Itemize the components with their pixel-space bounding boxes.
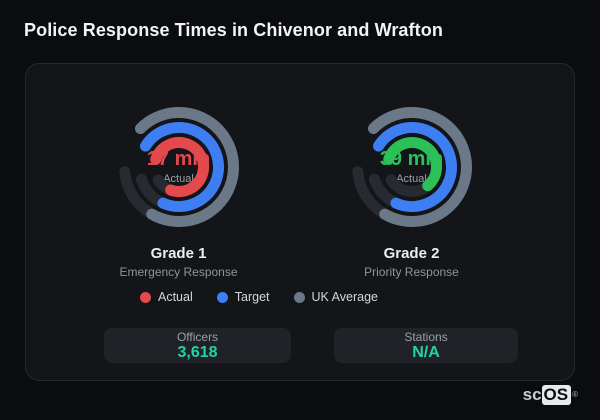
legend-dot-uk-average (293, 291, 305, 303)
legend-dot-target (216, 291, 228, 303)
gauge-value-label: Actual (163, 173, 194, 185)
stat-box-officers: Officers 3,618 (104, 328, 291, 363)
gauge-title: Grade 1 (150, 245, 207, 262)
page-title: Police Response Times in Chivenor and Wr… (24, 20, 443, 40)
gauge-rings-svg (118, 107, 239, 227)
gauge-rings-svg (351, 107, 472, 227)
legend-item-actual[interactable]: Actual (140, 290, 193, 304)
legend-item-target[interactable]: Target (216, 290, 270, 304)
legend-item-uk-average[interactable]: UK Average (293, 290, 378, 304)
legend-label: Target (234, 290, 270, 304)
scos-logo: sc OS ® (522, 385, 578, 405)
gauge-value-label: Actual (396, 173, 427, 185)
chart-legend: Actual Target UK Average (26, 290, 492, 304)
gauge-chart-grade-2: 39 min Actual (337, 92, 487, 242)
gauge-grade-2: 39 min Actual Grade 2 Priority Response (295, 92, 528, 280)
gauge-chart-grade-1: 17 min Actual (104, 92, 254, 242)
stats-row: Officers 3,618 Stations N/A (104, 328, 518, 363)
legend-label: Actual (158, 290, 193, 304)
brand-prefix: sc (522, 385, 542, 404)
stat-box-stations: Stations N/A (334, 328, 518, 363)
gauge-title: Grade 2 (383, 245, 440, 262)
legend-label: UK Average (311, 290, 378, 304)
gauge-subtitle: Priority Response (364, 265, 459, 279)
brand-suffix: OS (541, 385, 572, 405)
stat-label: Stations (404, 330, 448, 344)
gauge-grade-1: 17 min Actual Grade 1 Emergency Response (62, 92, 295, 280)
legend-dot-actual (140, 291, 151, 303)
gauge-subtitle: Emergency Response (119, 265, 238, 279)
stat-label: Officers (176, 330, 219, 344)
gauges-row: 17 min Actual Grade 1 Emergency Response… (62, 92, 528, 280)
stat-value: 3,618 (177, 344, 218, 361)
stat-value: N/A (412, 344, 440, 361)
registered-trademark-icon: ® (572, 390, 578, 399)
response-times-card: 17 min Actual Grade 1 Emergency Response… (25, 63, 575, 381)
